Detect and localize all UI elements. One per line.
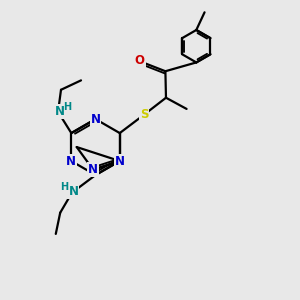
- Text: S: S: [140, 108, 148, 121]
- Text: H: H: [63, 102, 71, 112]
- Text: N: N: [68, 185, 78, 198]
- Text: N: N: [66, 154, 76, 167]
- Text: H: H: [60, 182, 68, 192]
- Text: N: N: [115, 154, 125, 167]
- Text: N: N: [115, 154, 125, 167]
- Text: N: N: [88, 163, 98, 176]
- Text: O: O: [135, 54, 145, 67]
- Text: N: N: [91, 112, 100, 126]
- Text: N: N: [55, 105, 64, 119]
